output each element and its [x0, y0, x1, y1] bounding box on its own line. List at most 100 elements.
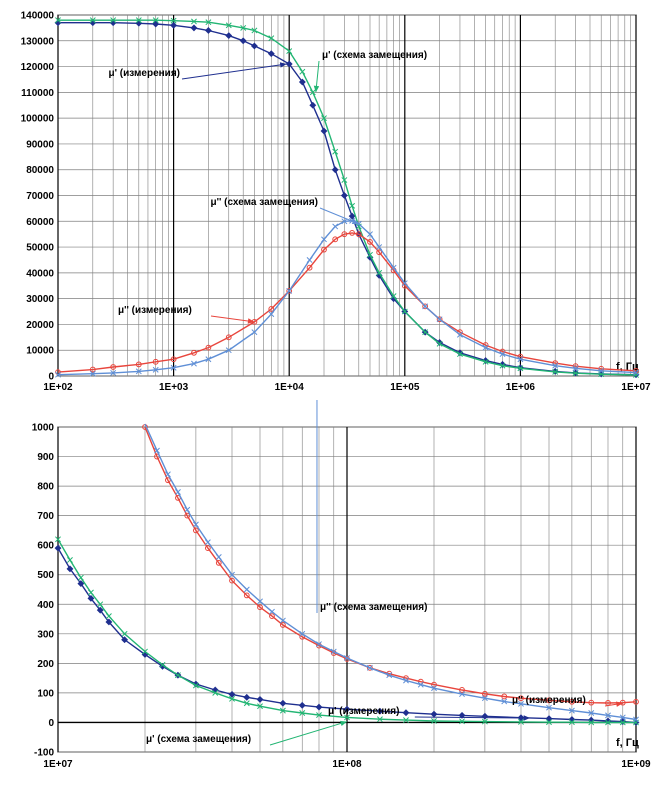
y-tick-label: 110000 [21, 88, 54, 99]
data-point [481, 718, 488, 725]
arrow-head [351, 218, 359, 224]
data-point [184, 512, 191, 519]
data-point [298, 78, 306, 86]
data-point [332, 223, 339, 230]
y-tick-label: 30000 [26, 294, 54, 305]
y-tick-label: 0 [48, 718, 54, 729]
arrow-head [279, 62, 287, 68]
data-point [518, 718, 524, 725]
data-point [279, 617, 286, 624]
y-tick-label: -100 [34, 748, 54, 759]
data-point [135, 361, 142, 368]
data-point [89, 366, 96, 373]
data-point [332, 148, 339, 155]
data-point [152, 366, 159, 373]
x-tick-label: 1E+08 [332, 759, 362, 770]
annotation-arrow [414, 716, 531, 719]
x-tick-label: 1E+05 [390, 382, 420, 393]
data-point [257, 604, 263, 611]
data-point [568, 698, 575, 705]
y-tick-label: 500 [37, 570, 54, 581]
y-tick-label: 60000 [26, 217, 54, 228]
data-point [482, 358, 489, 365]
data-point [633, 698, 639, 705]
data-point [588, 719, 595, 726]
data-point [367, 251, 373, 258]
y-tick-label: 100 [37, 688, 54, 699]
data-point [546, 704, 552, 711]
data-point [228, 690, 236, 698]
x-tick-label: 1E+07 [621, 382, 651, 393]
data-point [110, 17, 117, 24]
data-point [55, 371, 61, 378]
data-point [174, 672, 181, 679]
data-point [390, 293, 397, 300]
data-point [366, 664, 373, 671]
series-3 [144, 423, 639, 723]
data-point [457, 331, 463, 338]
data-point [481, 690, 488, 697]
data-point [154, 447, 160, 454]
data-point [518, 695, 524, 702]
data-point [321, 115, 327, 122]
data-point [431, 718, 437, 724]
data-point [286, 48, 293, 55]
data-point [552, 362, 559, 369]
data-point [499, 351, 506, 358]
data-point [330, 648, 337, 655]
data-point [518, 700, 524, 707]
data-point [568, 707, 575, 714]
data-point [321, 246, 327, 253]
data-point [170, 356, 177, 363]
data-point [619, 714, 626, 721]
data-point [54, 544, 62, 552]
y-tick-label: 140000 [21, 11, 55, 22]
data-point [344, 655, 350, 661]
data-point [299, 630, 306, 637]
data-point [376, 716, 383, 723]
y-tick-label: 900 [37, 452, 54, 463]
data-point [481, 695, 488, 702]
annotation-arrow [269, 721, 348, 746]
data-point [204, 27, 212, 34]
chart-top-permeability-1e2-1e7: 0 10000 20000 30000 40000 50000 60000 70000 8000… [21, 11, 651, 394]
data-point [598, 367, 605, 374]
data-point [309, 101, 317, 109]
data-point [96, 606, 104, 614]
annotation-label: μ' (измерения) [109, 68, 180, 79]
data-point [320, 127, 328, 135]
data-point [279, 707, 286, 714]
data-point [89, 370, 96, 377]
data-point [164, 477, 171, 484]
data-point [66, 565, 74, 573]
data-point [152, 17, 159, 24]
data-point [240, 24, 247, 31]
data-point [268, 306, 275, 312]
data-point [619, 719, 626, 726]
annotation-label: μ'' (схема замещения) [211, 197, 318, 208]
x-unit-label: f, Гц [616, 737, 639, 749]
data-point [501, 693, 508, 700]
data-point [422, 303, 429, 310]
data-point [422, 329, 429, 336]
arrow-head [313, 85, 320, 93]
data-point [349, 202, 356, 209]
data-point [251, 329, 258, 336]
data-point [142, 648, 148, 655]
data-point [316, 641, 322, 648]
data-point [192, 682, 199, 689]
data-point [355, 231, 362, 238]
data-point [306, 264, 313, 271]
data-point [164, 471, 171, 478]
data-point [110, 369, 117, 376]
data-point [87, 594, 95, 602]
data-point [376, 244, 383, 251]
data-point [170, 364, 177, 371]
data-point [285, 60, 293, 68]
data-point [243, 592, 250, 599]
data-point [331, 166, 339, 174]
data-point [279, 622, 286, 628]
data-point [215, 560, 222, 566]
data-point [459, 687, 465, 693]
data-point [321, 236, 327, 243]
